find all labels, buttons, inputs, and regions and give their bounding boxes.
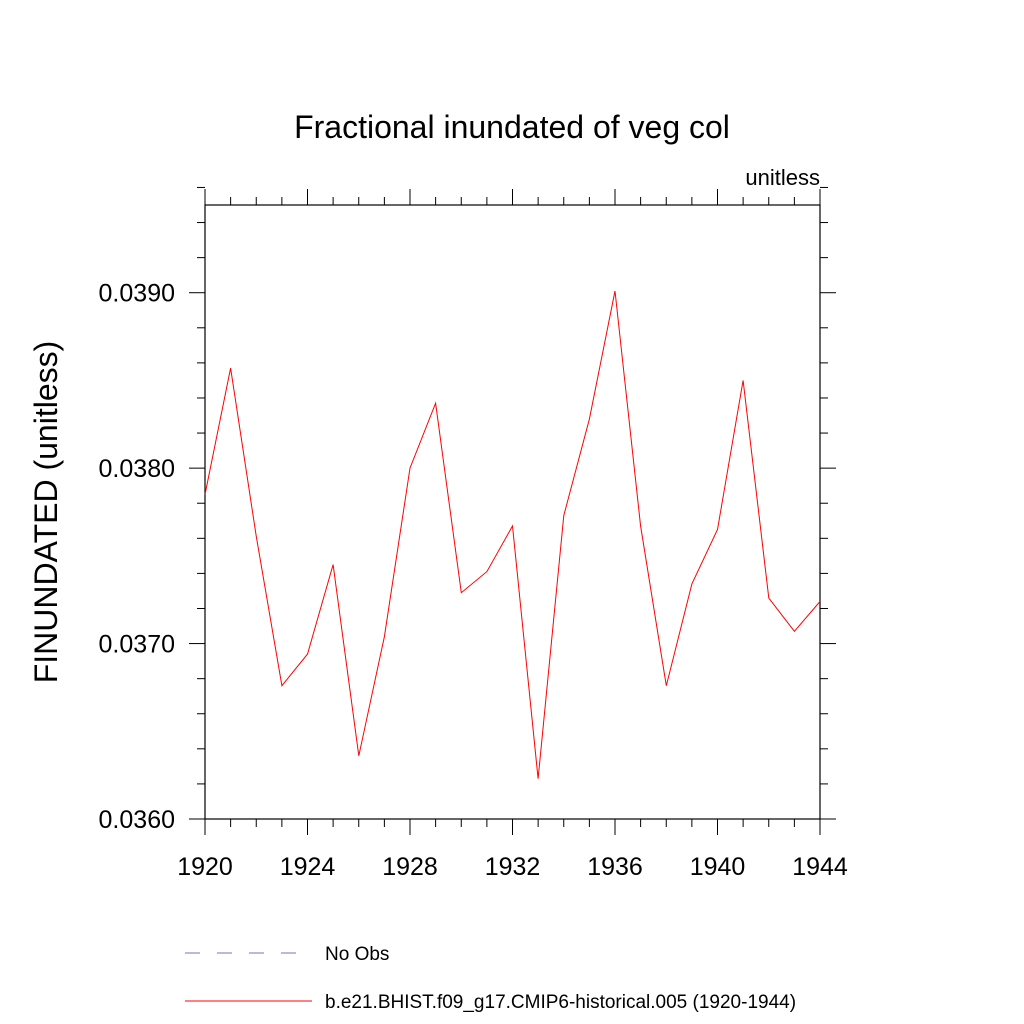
series-layer xyxy=(204,290,821,779)
y-tick-label: 0.0390 xyxy=(99,280,175,308)
y-axis-ticks xyxy=(189,186,836,820)
legend-label-historical: b.e21.BHIST.f09_g17.CMIP6-historical.005… xyxy=(325,992,796,1013)
y-tick-label: 0.0380 xyxy=(99,455,175,483)
y-axis-label: FINUNDATED (unitless) xyxy=(28,341,64,684)
x-tick-label: 1940 xyxy=(690,853,746,881)
legend-label-no-obs: No Obs xyxy=(325,944,389,965)
x-tick-label: 1928 xyxy=(382,853,438,881)
x-tick-label: 1944 xyxy=(792,853,848,881)
x-tick-label: 1936 xyxy=(587,853,643,881)
plot-frame xyxy=(204,204,821,820)
legend: No Obs b.e21.BHIST.f09_g17.CMIP6-histori… xyxy=(185,944,796,1013)
x-axis-ticks xyxy=(204,189,821,835)
x-tick-label: 1920 xyxy=(177,853,233,881)
chart-title: Fractional inundated of veg col xyxy=(294,109,730,145)
x-tick-label: 1924 xyxy=(280,853,336,881)
y-tick-label: 0.0360 xyxy=(99,806,175,834)
y-axis-tick-labels: 0.0360 0.0370 0.0380 0.0390 xyxy=(99,280,175,834)
x-tick-label: 1932 xyxy=(485,853,541,881)
units-label: unitless xyxy=(745,165,820,190)
y-tick-label: 0.0370 xyxy=(99,631,175,659)
series-line xyxy=(204,290,821,779)
x-axis-tick-labels: 1920 1924 1928 1932 1936 1940 1944 xyxy=(177,853,848,881)
